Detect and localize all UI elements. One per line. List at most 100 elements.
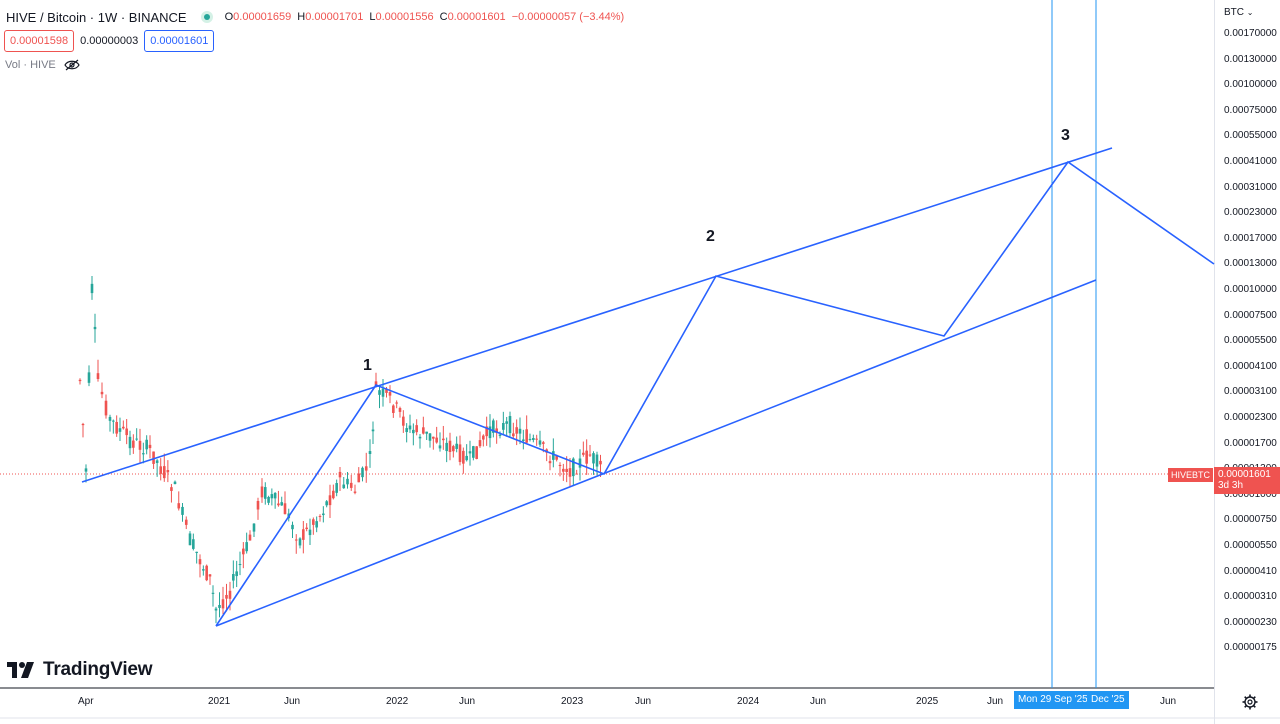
candle-body [108,416,112,421]
candle-body [582,452,585,455]
candle-body [260,486,264,498]
eye-crossed-icon[interactable] [64,59,80,71]
symbol-legend: HIVE / Bitcoin · 1W · BINANCE O0.0000165… [6,9,630,25]
candle-body [177,503,181,509]
last-price-tag: 0.00001601 3d 3h [1214,467,1280,494]
candle-body [442,438,445,441]
candle-body [478,440,482,447]
candle-body [263,487,267,499]
candle-body [232,574,235,581]
candle-body [104,400,108,416]
candle-body [118,428,122,432]
candle-body [135,438,138,440]
volume-label[interactable]: Vol · HIVE [5,59,56,71]
candle-body [315,521,318,528]
price-tick: 0.00002300 [1224,412,1277,423]
time-tick: 2022 [386,696,409,707]
candle-body [235,571,238,577]
candle-body [338,471,342,478]
candle-body [298,538,302,546]
bar-countdown: 3d 3h [1218,480,1244,491]
candle-body [325,501,328,506]
lower-channel-line[interactable] [215,279,1097,627]
candle-body [528,438,532,440]
candle-body [78,379,82,382]
candle-body [346,478,349,485]
candle-body [93,326,97,330]
price-tick: 0.00031000 [1224,181,1277,193]
chevron-down-icon: ⌄ [1246,8,1254,17]
candle-body [242,548,245,555]
time-tick: Jun [459,696,476,707]
upper-channel-line[interactable] [81,147,1113,483]
logo-text: TradingView [43,659,153,680]
candle-body [349,482,353,488]
time-tick: 2024 [737,696,760,707]
time-tick: Jun [284,696,301,707]
candle-body [388,392,392,396]
candle-body [374,381,378,387]
candle-body [145,439,148,450]
price-tick: 0.00055000 [1224,130,1277,142]
candle-body [415,425,418,433]
candle-body [152,451,155,464]
candle-body [100,391,104,395]
candle-body [364,466,368,471]
candlestick-series [78,275,602,624]
price-tick: 0.00000410 [1224,565,1277,577]
candle-body [132,440,135,448]
candle-body [308,529,312,536]
candle-body [267,496,270,503]
candle-body [294,539,298,541]
wave-label-3[interactable]: 3 [1061,127,1070,144]
candle-body [181,506,184,515]
price-tick: 0.00023000 [1224,207,1277,219]
candle-body [318,516,322,518]
spread-value: 0.00000003 [80,35,139,47]
currency-selector[interactable]: BTC ⌄ [1224,7,1253,18]
price-tick: 0.00003100 [1224,386,1277,398]
candle-body [418,436,422,439]
price-tick: 0.00075000 [1224,104,1277,116]
candle-body [148,444,152,449]
price-tick: 0.00007500 [1224,309,1277,321]
wave-projection-path[interactable] [215,160,1215,627]
candle-body [122,426,125,429]
tradingview-logo[interactable]: TradingView [7,659,153,681]
candle-body [142,453,145,455]
price-tick: 0.00000550 [1224,540,1277,551]
candle-body [595,454,599,467]
price-tick: 0.00004100 [1224,360,1277,372]
candle-body [518,428,522,434]
gear-icon[interactable] [1242,694,1258,710]
candle-body [238,563,242,566]
symbol-title[interactable]: HIVE / Bitcoin · 1W · BINANCE [6,9,187,25]
candle-body [538,440,542,445]
candle-body [353,491,357,493]
candle-body [273,492,277,499]
candle-body [438,445,442,449]
buy-button[interactable]: 0.00001601 [144,30,215,52]
candle-body [155,460,159,463]
candle-body [112,420,115,422]
trend-drawings[interactable] [81,147,1215,627]
candle-body [599,460,602,465]
candle-body [575,473,578,475]
candle-body [562,468,565,472]
candle-body [198,559,202,565]
candle-body [498,434,502,436]
wave-label-2[interactable]: 2 [706,228,715,245]
candle-body [335,483,338,493]
wave-label-1[interactable]: 1 [363,357,372,374]
price-change: −0.00000057 (−3.44%) [511,11,625,23]
candle-body [291,524,294,530]
candle-body [465,455,468,461]
candle-body [458,444,462,462]
candle-body [525,429,528,443]
price-tick: 0.00017000 [1224,232,1277,244]
candle-body [192,539,195,549]
sell-button[interactable]: 0.00001598 [4,30,75,52]
candle-body [214,608,218,611]
candle-body [277,503,280,506]
